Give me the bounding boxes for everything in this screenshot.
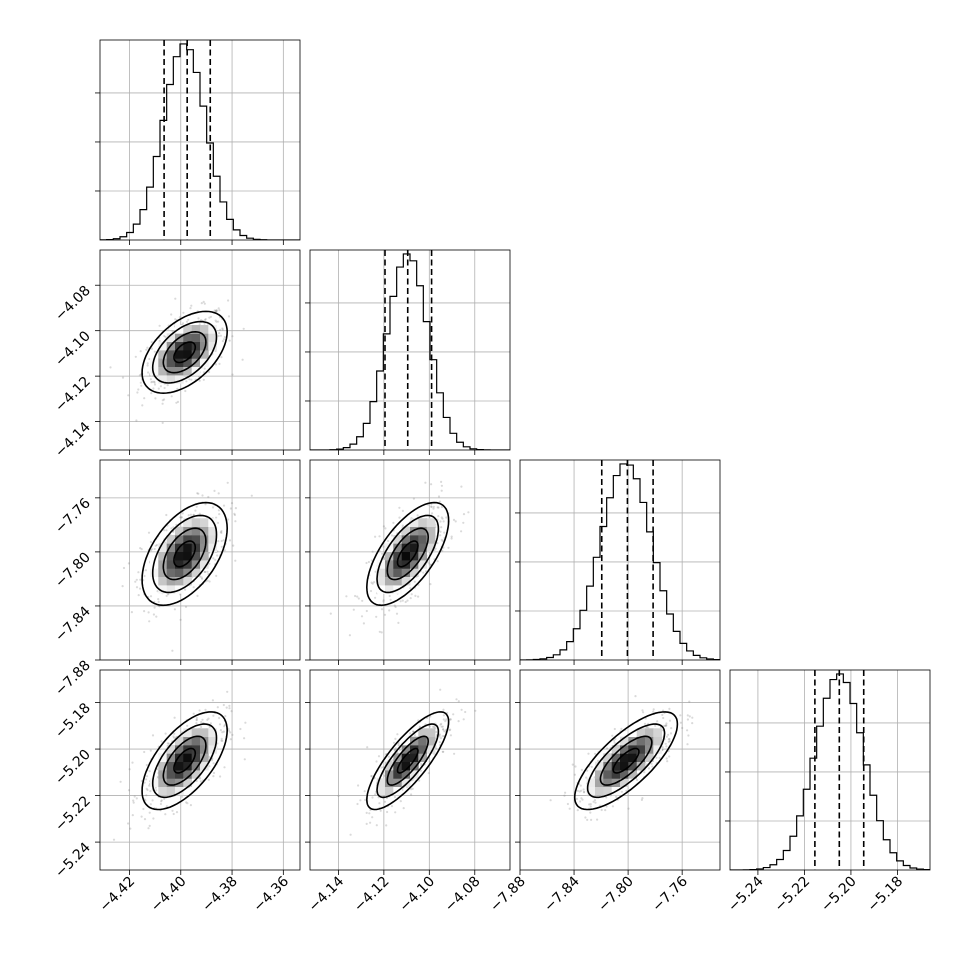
x-tick-label: −5.18 <box>865 874 907 916</box>
histogram-panel-1 <box>305 249 511 455</box>
contour-3 <box>365 501 450 607</box>
scatter-panel-3-0: −4.42 −4.40 −4.38 −4.36 −5.24 −5.22−5.20 −5.18 <box>52 669 301 916</box>
x-tick-label: −4.38 <box>199 874 241 916</box>
panel-frame <box>519 669 721 871</box>
contour-3 <box>573 711 679 811</box>
x-tick-label: −4.40 <box>148 874 190 916</box>
x-tick-label: −4.14 <box>306 873 348 915</box>
contour-1 <box>386 735 430 786</box>
contour-3 <box>141 501 229 607</box>
x-tick-label: −7.80 <box>595 874 637 916</box>
contour-1 <box>162 527 207 581</box>
y-tick-label: −7.84 <box>52 603 94 645</box>
contour-2 <box>376 723 440 799</box>
scatter-panel-3-2: −7.88 −7.84 −7.80 −7.76 <box>487 669 721 916</box>
x-tick-label: −4.12 <box>351 874 393 916</box>
y-tick-label: −5.20 <box>52 747 94 789</box>
y-tick-label: −4.12 <box>52 374 94 416</box>
contour-0 <box>396 747 419 774</box>
panel-frame <box>729 669 931 871</box>
panel-frame <box>309 249 511 451</box>
x-tick-label: −7.84 <box>541 873 583 915</box>
contour-2 <box>151 320 218 384</box>
contour-0 <box>612 747 640 774</box>
y-tick-label: −4.10 <box>52 328 94 370</box>
y-tick-label: −7.76 <box>52 495 94 537</box>
y-tick-label: −5.24 <box>52 840 94 882</box>
scatter-panel-1-0: −4.14−4.12−4.10−4.08 <box>52 249 301 461</box>
contour-0 <box>396 540 419 568</box>
y-tick-label: −4.08 <box>52 283 94 325</box>
contour-1 <box>386 527 430 581</box>
histogram-2 <box>520 463 720 660</box>
x-tick-label: −4.08 <box>442 874 484 916</box>
histogram-panel-3: −5.24 −5.22 −5.20 −5.18 <box>725 669 931 916</box>
x-tick-label: −5.24 <box>725 873 767 915</box>
contour-0 <box>173 540 197 568</box>
contour-1 <box>162 330 207 374</box>
panel-frame <box>99 459 301 661</box>
y-tick-label: −4.14 <box>52 419 94 461</box>
contour-2 <box>151 514 218 594</box>
x-tick-label: −7.88 <box>487 874 529 916</box>
contour-1 <box>599 735 653 786</box>
density-cells <box>376 518 436 594</box>
contour-3 <box>141 310 229 395</box>
y-tick-label: −5.22 <box>52 793 94 835</box>
x-tick-label: −5.20 <box>818 874 860 916</box>
y-tick-label: −7.88 <box>52 658 94 700</box>
density-cells <box>150 518 217 594</box>
contour-3 <box>141 711 229 811</box>
x-tick-label: −7.76 <box>649 873 691 915</box>
panel-frame <box>519 459 721 661</box>
scatter-panel-2-1 <box>305 459 511 665</box>
x-tick-label: −4.10 <box>396 874 438 916</box>
scatter-panel-3-1: −4.14 −4.12 −4.10 −4.08 <box>305 669 511 916</box>
density-cells <box>150 728 217 796</box>
panel-frame <box>99 249 301 451</box>
density-cells <box>150 325 217 384</box>
contour-0 <box>173 341 197 364</box>
histogram-3 <box>730 673 930 870</box>
y-tick-label: −7.80 <box>52 549 94 591</box>
x-tick-label: −4.36 <box>251 873 293 915</box>
contour-1 <box>162 735 207 786</box>
panel-frame <box>99 669 301 871</box>
panel-frame <box>309 669 511 871</box>
y-tick-label: −5.18 <box>52 700 94 742</box>
panel-frame <box>99 39 301 241</box>
x-tick-label: −4.42 <box>97 874 139 916</box>
histogram-panel-2 <box>515 459 721 665</box>
contour-2 <box>376 514 440 594</box>
contour-2 <box>151 723 218 799</box>
scatter-panel-2-0: −7.88 −7.84 −7.80 −7.76 <box>52 459 301 700</box>
histogram-1 <box>310 253 510 450</box>
panel-frame <box>309 459 511 661</box>
contour-0 <box>173 747 197 774</box>
contour-2 <box>586 723 666 799</box>
histogram-panel-0 <box>95 39 301 245</box>
density-cells <box>376 728 436 796</box>
contour-3 <box>365 711 450 811</box>
x-tick-label: −5.22 <box>772 874 814 916</box>
